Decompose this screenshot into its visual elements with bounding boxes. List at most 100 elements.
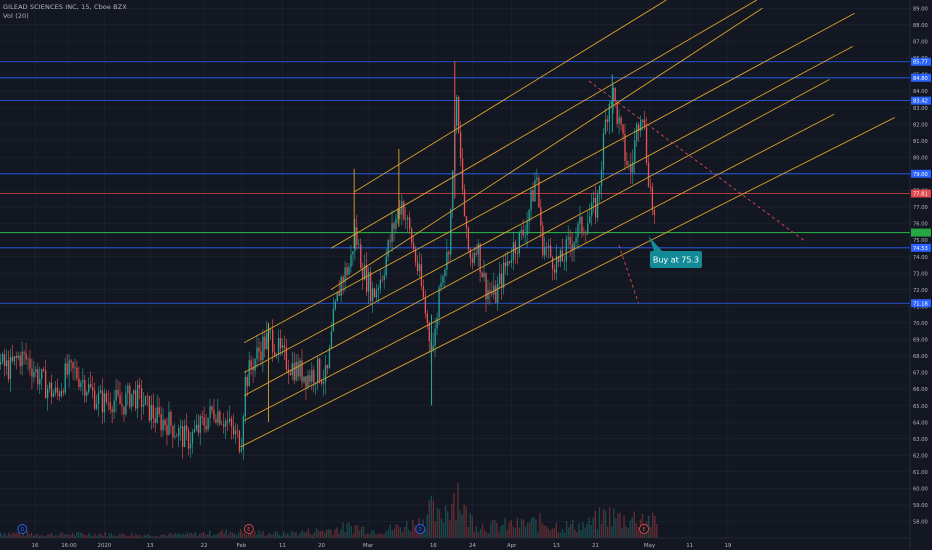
volume-bar bbox=[479, 528, 482, 538]
candle-body bbox=[182, 426, 184, 447]
channel-line[interactable] bbox=[243, 79, 830, 397]
event-marker-circle[interactable] bbox=[639, 524, 649, 534]
volume-indicator-label[interactable]: Vol (20) bbox=[3, 12, 29, 20]
candle-body bbox=[606, 119, 609, 122]
price-tick-label: 73.00 bbox=[913, 271, 928, 277]
candle-body bbox=[125, 393, 127, 415]
channel-line[interactable] bbox=[353, 0, 667, 193]
callout[interactable]: Buy at 75.3 bbox=[648, 236, 702, 268]
candle-body bbox=[215, 418, 217, 423]
candle-body bbox=[50, 382, 53, 397]
candle-body bbox=[266, 333, 268, 350]
volume-bar bbox=[416, 532, 418, 538]
price-level-tag[interactable] bbox=[911, 96, 931, 105]
event-marker[interactable]: D bbox=[415, 524, 426, 534]
candle-body bbox=[506, 261, 509, 267]
event-marker[interactable]: E bbox=[639, 524, 649, 534]
volume-bar bbox=[211, 535, 213, 538]
price-tick-label: 64.00 bbox=[913, 420, 928, 426]
candle-body bbox=[397, 208, 399, 219]
volume-bar bbox=[529, 522, 531, 538]
price-level-tag[interactable] bbox=[911, 299, 931, 308]
volume-bar bbox=[582, 521, 584, 538]
candle-body bbox=[540, 207, 542, 226]
volume-bar bbox=[381, 533, 383, 538]
candle-body bbox=[565, 239, 567, 262]
volume-bar bbox=[457, 483, 459, 538]
volume-bar bbox=[369, 534, 371, 538]
candle-body bbox=[64, 363, 66, 393]
volume-bar bbox=[403, 527, 406, 538]
candle-body bbox=[111, 409, 113, 412]
channel-lines[interactable] bbox=[240, 0, 895, 448]
event-marker-circle[interactable] bbox=[243, 524, 254, 534]
time-axis[interactable]: 16 16:00 2020 13 22 Feb 11 20 Mar 16 24 Apr 13 21 May 1… bbox=[0, 537, 910, 549]
candle-body bbox=[133, 390, 135, 395]
volume-bar bbox=[319, 531, 322, 538]
candle-body bbox=[15, 356, 17, 359]
candle-body bbox=[426, 313, 428, 323]
price-level-tag[interactable] bbox=[911, 169, 931, 178]
price-level-tag[interactable] bbox=[911, 189, 931, 198]
volume-bar bbox=[192, 533, 195, 538]
event-marker-circle[interactable] bbox=[415, 524, 426, 534]
volume-bar bbox=[412, 519, 414, 538]
channel-line[interactable] bbox=[243, 113, 835, 421]
channel-line[interactable] bbox=[330, 0, 758, 249]
candle-body bbox=[311, 370, 313, 382]
price-level-tag[interactable] bbox=[911, 57, 931, 66]
volume-bar bbox=[248, 529, 250, 538]
volume-bar bbox=[602, 508, 605, 538]
candle-body bbox=[164, 419, 166, 426]
volume-bar bbox=[311, 535, 314, 538]
dashed-line[interactable] bbox=[588, 80, 804, 241]
candle-body bbox=[573, 242, 575, 251]
volume-bar bbox=[328, 529, 330, 538]
volume-bar bbox=[531, 517, 533, 538]
volume-bar bbox=[65, 534, 68, 538]
volume-bar bbox=[272, 534, 275, 538]
candle-body bbox=[76, 367, 78, 379]
volume-bar bbox=[256, 534, 258, 538]
channel-line[interactable] bbox=[243, 45, 853, 373]
price-level-label: 79.00 bbox=[913, 172, 928, 178]
volume-bar bbox=[500, 525, 502, 538]
candle-body bbox=[407, 217, 409, 220]
dashed-projection-lines[interactable] bbox=[588, 80, 804, 304]
price-tick-label: 84.00 bbox=[913, 89, 928, 95]
volume-bar bbox=[166, 536, 168, 538]
volume-bar bbox=[654, 516, 656, 538]
callout-box[interactable] bbox=[650, 251, 702, 268]
price-level-tag[interactable] bbox=[911, 243, 931, 252]
event-marker[interactable]: E bbox=[243, 524, 254, 534]
volume-bar bbox=[561, 528, 564, 538]
dashed-line[interactable] bbox=[618, 244, 639, 304]
volume-bar bbox=[264, 535, 266, 538]
channel-line[interactable] bbox=[330, 7, 763, 291]
event-marker-circle[interactable] bbox=[17, 524, 28, 534]
candle-body bbox=[577, 223, 579, 238]
channel-line[interactable] bbox=[240, 117, 895, 448]
volume-bar bbox=[539, 513, 541, 538]
channel-line[interactable] bbox=[243, 12, 855, 344]
candle-body bbox=[320, 381, 323, 384]
candle-body bbox=[262, 336, 264, 361]
event-marker-letter: D bbox=[20, 527, 24, 533]
volume-bar bbox=[10, 534, 12, 538]
volume-bar bbox=[608, 507, 611, 538]
candle-body bbox=[350, 254, 352, 267]
volume-bar bbox=[291, 530, 293, 538]
price-axis[interactable]: 58.00 59.00 60.00 61.00 62.00 63.00 64.00 65.00… bbox=[909, 0, 932, 550]
price-tick-label: 72.00 bbox=[913, 288, 928, 294]
candle-body bbox=[489, 290, 491, 293]
volume-bar bbox=[485, 532, 488, 538]
volume-bar bbox=[492, 519, 494, 538]
price-level-tag[interactable] bbox=[911, 73, 931, 82]
candle-body bbox=[234, 430, 237, 435]
volume-bar bbox=[362, 526, 365, 538]
price-level-tag[interactable] bbox=[911, 228, 931, 237]
event-marker[interactable]: D bbox=[17, 524, 28, 534]
